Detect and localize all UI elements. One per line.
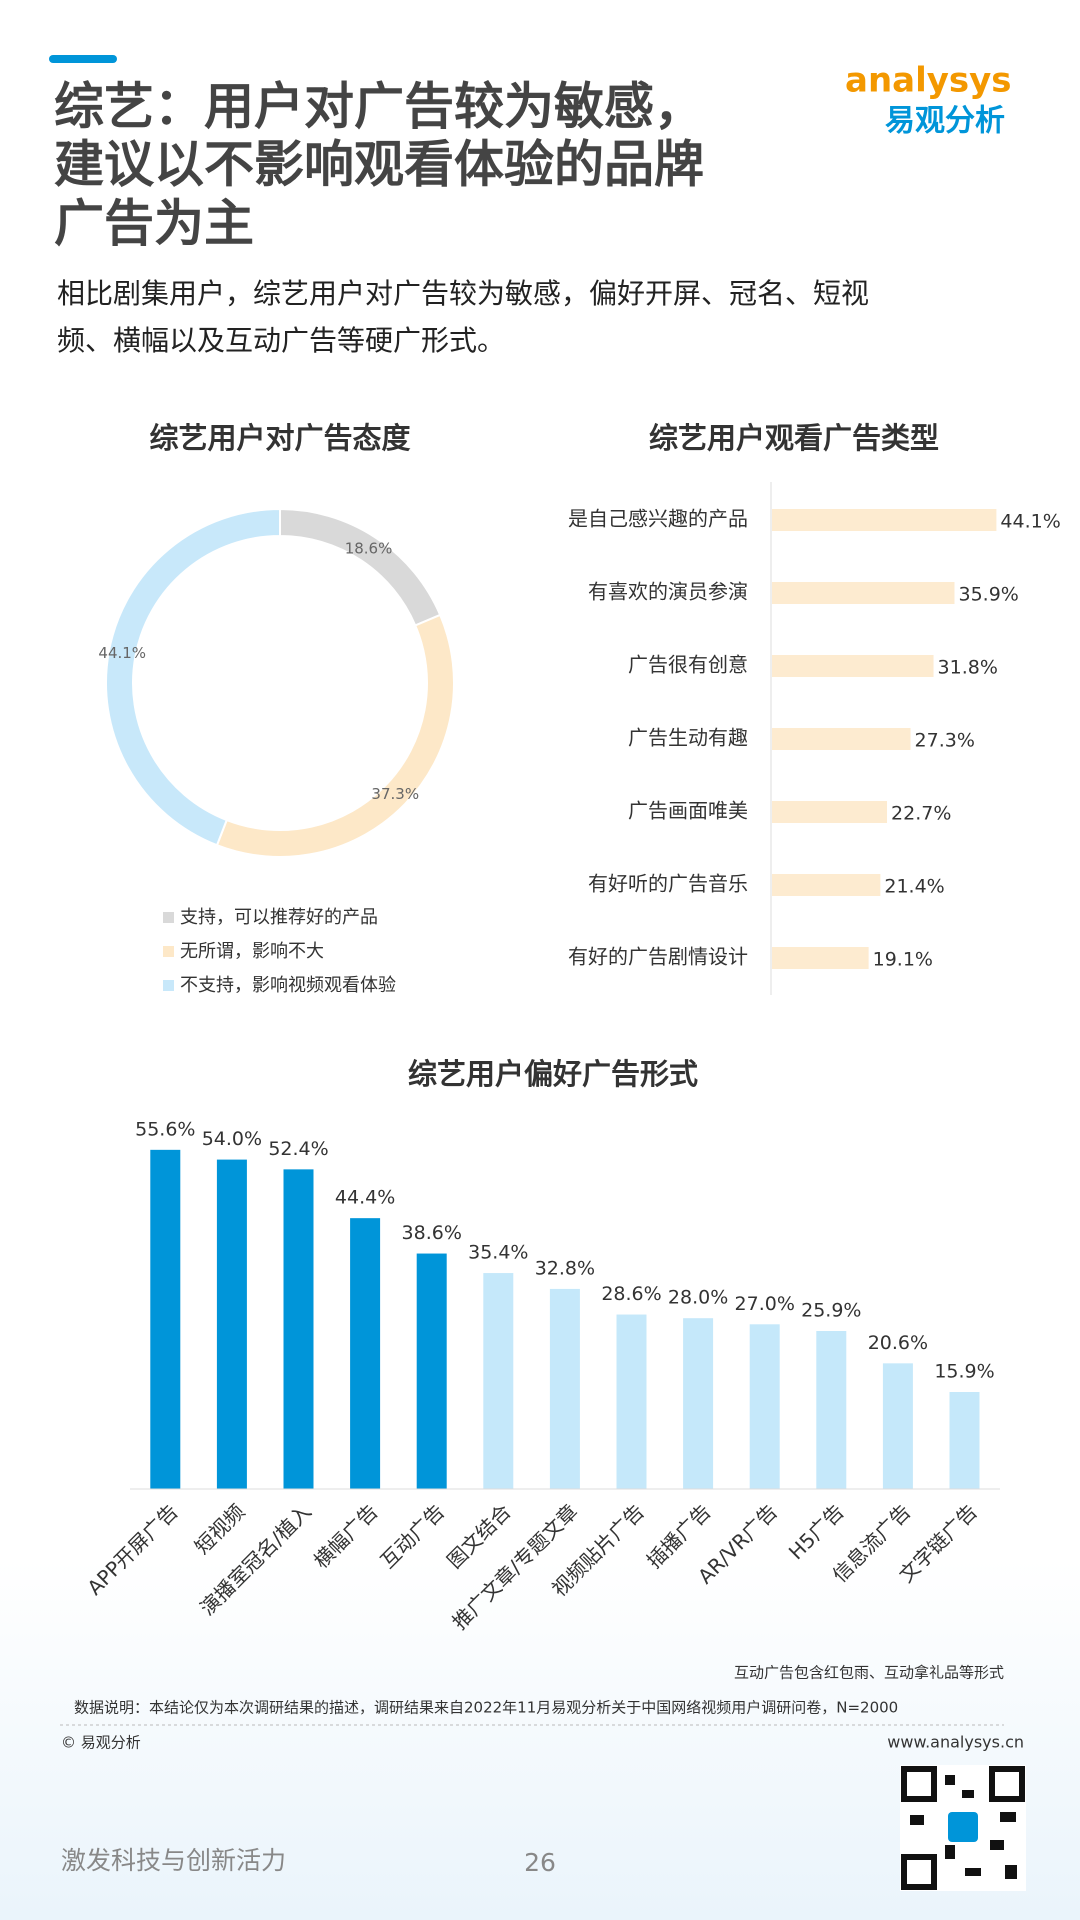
data-label: 28.0% [668,1287,728,1309]
logo-text: analysys [845,61,1012,101]
data-label: 15.9% [934,1361,994,1383]
y-tick-label: 广告画面唯美 [628,799,748,823]
data-label: 20.6% [868,1332,928,1354]
y-tick-label: 有喜欢的演员参演 [588,580,748,604]
y-tick-label: 广告生动有趣 [628,726,748,750]
data-label: 38.6% [402,1222,462,1244]
y-tick-label: 广告很有创意 [628,653,748,677]
donut-segment [105,507,281,847]
legend-swatch [163,946,174,957]
data-label: 55.6% [135,1118,195,1140]
bar [772,874,881,896]
x-tick-label: 短视频 [190,1499,249,1558]
copyright: © 易观分析 [61,1734,141,1752]
bar [150,1149,181,1489]
website: www.analysys.cn [887,1733,1024,1752]
bar [772,801,888,823]
logo-cn: 易观分析 [885,104,1005,139]
bar [549,1288,580,1489]
bar [882,1363,913,1489]
data-label: 44.1% [1000,511,1060,533]
legend-label: 无所谓，影响不大 [180,941,324,962]
y-tick-label: 是自己感兴趣的产品 [568,507,748,531]
data-label: 37.3% [371,785,419,803]
data-label: 27.3% [915,730,975,752]
bar [772,947,869,969]
bar [772,509,997,531]
data-label: 25.9% [801,1300,861,1322]
bar [772,582,955,604]
chart-title: 综艺用户偏好广告形式 [408,1057,698,1091]
bar [483,1273,514,1489]
donut-segment [279,507,442,627]
note: 互动广告包含红包雨、互动拿礼品等形式 [734,1664,1004,1682]
page-number: 26 [524,1848,556,1877]
subtitle-line: 频、横幅以及互动广告等硬广形式。 [57,324,505,357]
data-label: 52.4% [268,1138,328,1160]
legend-swatch [163,912,174,923]
chart-title: 综艺用户观看广告类型 [649,421,939,455]
data-label: 32.8% [535,1257,595,1279]
legend-label: 不支持，影响视频观看体验 [180,975,396,996]
data-label: 35.4% [468,1242,528,1264]
title-line: 综艺：用户对广告较为敏感， [54,78,704,136]
data-label: 31.8% [938,657,998,679]
bar [350,1218,381,1489]
title: 综艺：用户对广告较为敏感， 建议以不影响观看体验的品牌 广告为主 [54,78,704,253]
bar [772,728,911,750]
bar [616,1314,647,1489]
data-label: 19.1% [873,949,933,971]
x-tick-label: H5广告 [784,1499,849,1564]
bar [283,1169,314,1489]
title-line: 建议以不影响观看体验的品牌 [54,136,704,194]
slogan: 激发科技与创新活力 [61,1846,286,1875]
legend-label: 支持，可以推荐好的产品 [180,907,378,928]
data-label: 35.9% [958,584,1018,606]
data-label: 44.4% [335,1187,395,1209]
data-label: 54.0% [202,1128,262,1150]
bar [772,655,934,677]
source: 数据说明：本结论仅为本次调研结果的描述，调研结果来自2022年11月易观分析关于… [74,1699,898,1717]
accent-bar [49,55,117,63]
data-label: 22.7% [891,803,951,825]
title-line: 广告为主 [54,195,254,253]
legend-swatch [163,980,174,991]
donut-segment [215,613,455,858]
bar [749,1324,780,1489]
subtitle-line: 相比剧集用户，综艺用户对广告较为敏感，偏好开屏、冠名、短视 [57,277,869,310]
y-tick-label: 有好的广告剧情设计 [568,945,748,969]
data-label: 27.0% [735,1293,795,1315]
data-label: 18.6% [345,540,393,558]
data-label: 44.1% [98,644,146,662]
data-label: 21.4% [884,876,944,898]
bar [416,1253,447,1489]
data-label: 28.6% [601,1283,661,1305]
bar [949,1392,980,1489]
bar [216,1159,247,1489]
bar [683,1318,714,1489]
qr-code [900,1765,1026,1891]
y-tick-label: 有好听的广告音乐 [588,872,748,896]
bar [816,1331,847,1489]
chart-title: 综艺用户对广告态度 [149,421,410,455]
